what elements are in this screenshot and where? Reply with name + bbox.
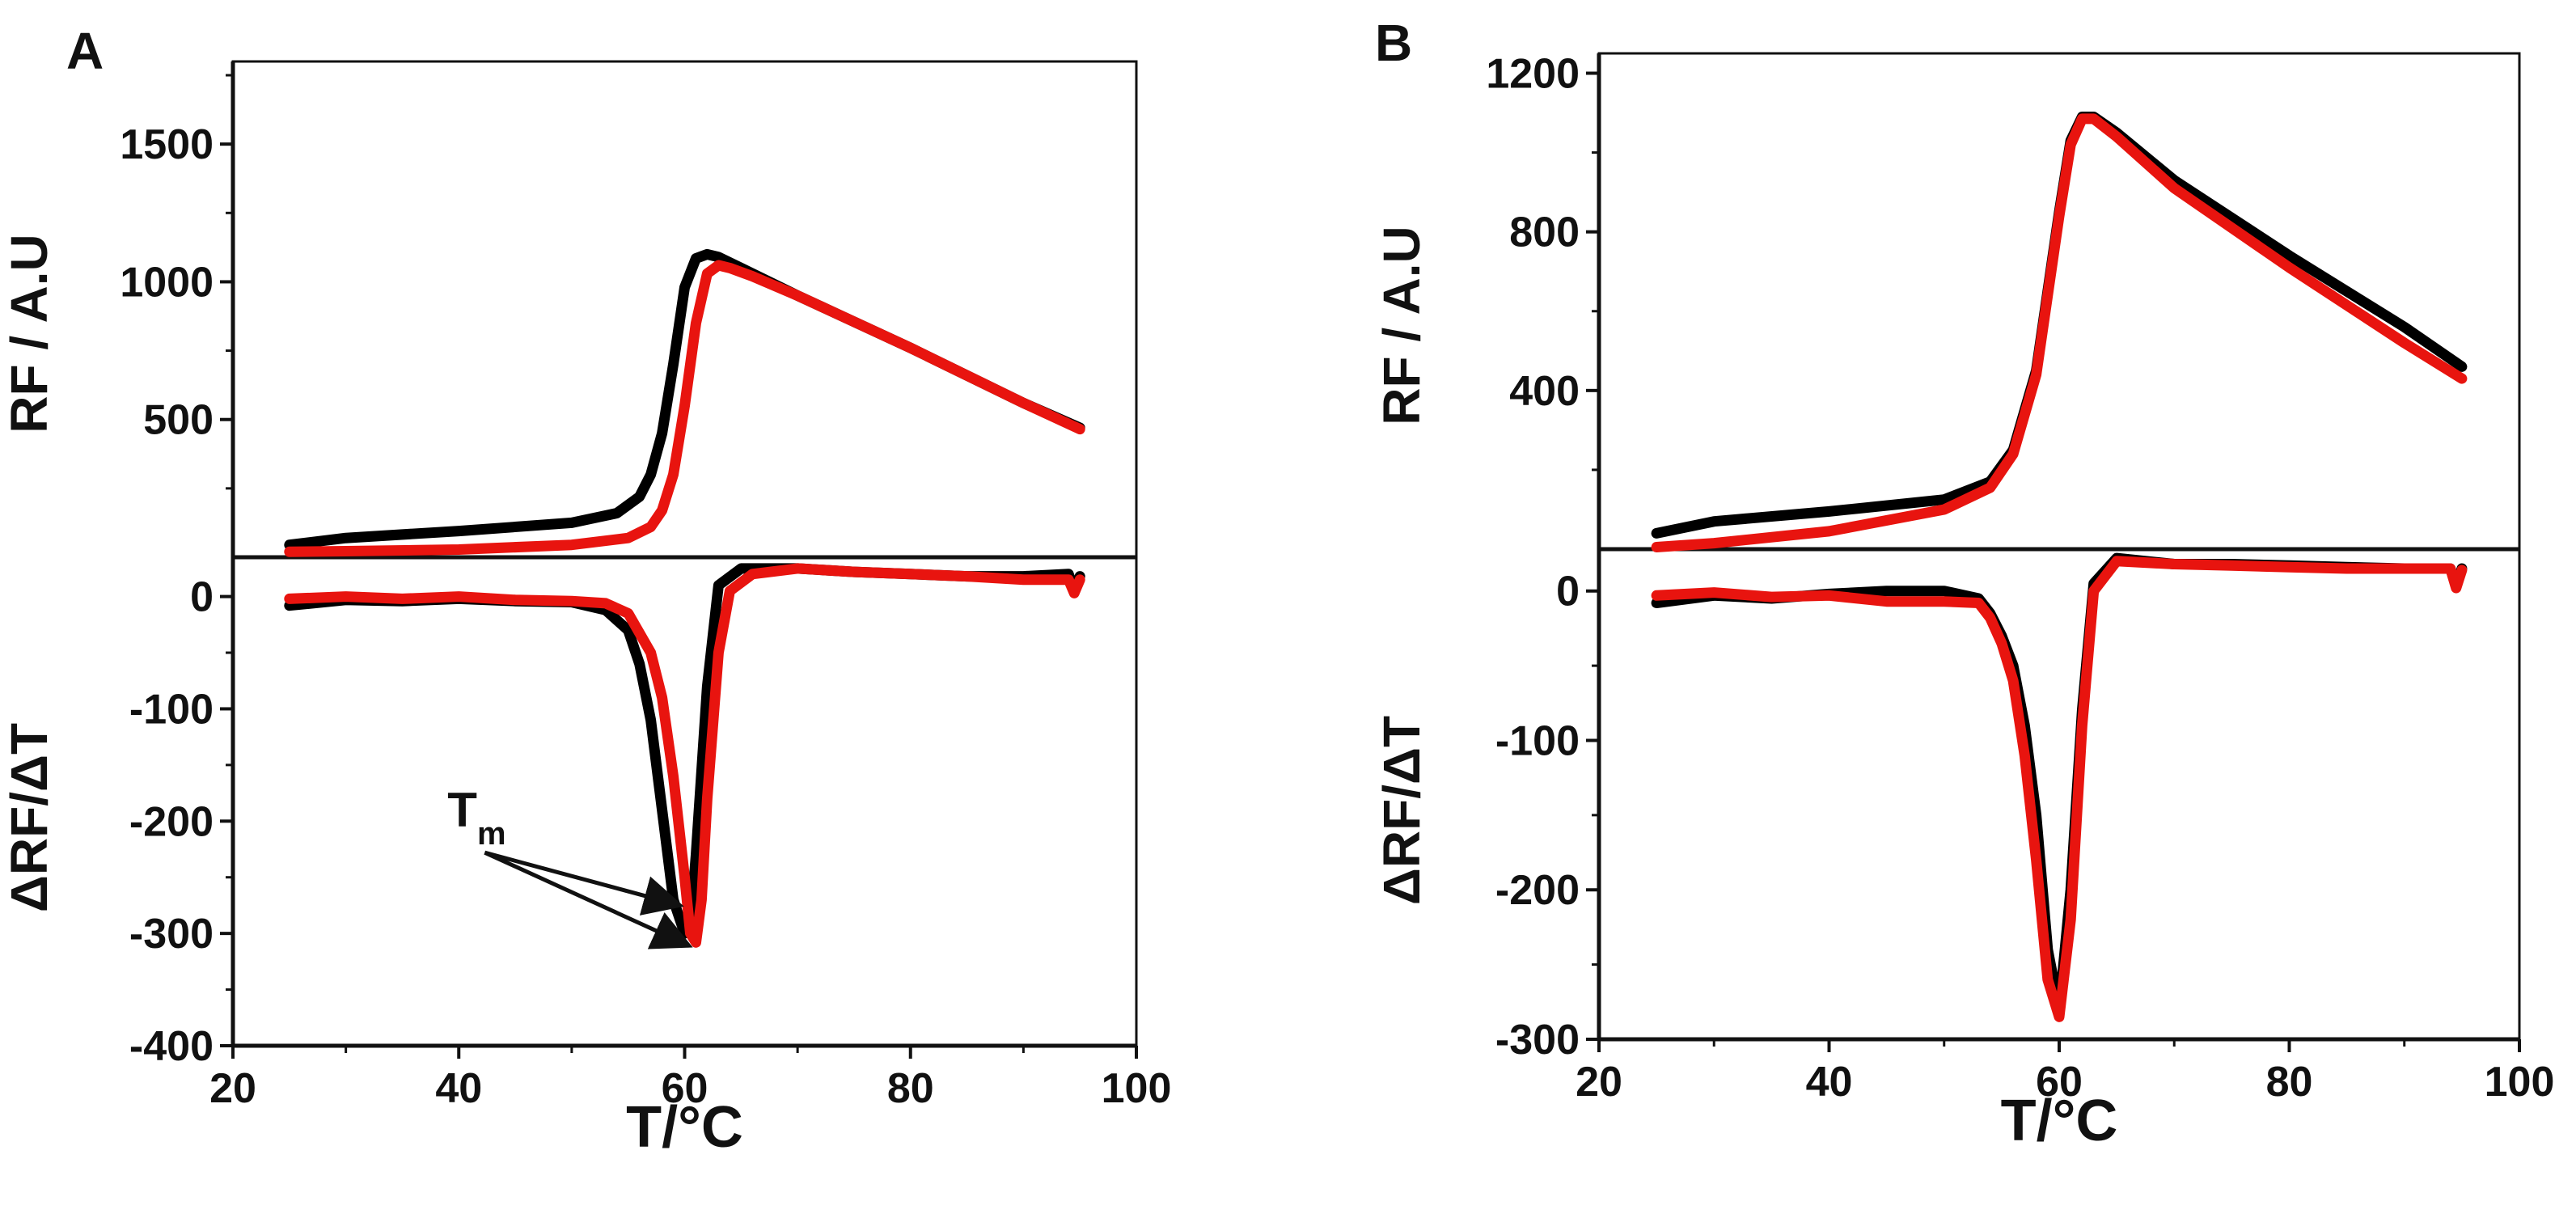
x-tick-label: 60 bbox=[2036, 1059, 2083, 1106]
x-tick-label: 80 bbox=[2266, 1059, 2313, 1106]
x-tick-label: 100 bbox=[1102, 1065, 1172, 1112]
y-tick-label: 1200 bbox=[1486, 51, 1580, 98]
bottom-series-black bbox=[1651, 552, 2468, 1015]
y-tick-label: -100 bbox=[1495, 717, 1580, 764]
y-tick-label: 0 bbox=[1556, 569, 1580, 615]
bottom-y-axis-label: ΔRF/ΔT bbox=[1373, 716, 1431, 905]
y-tick-label: -200 bbox=[129, 798, 214, 845]
tm-annotation: Tm bbox=[447, 783, 505, 852]
tm-annotation-main: T bbox=[447, 783, 477, 837]
top-y-axis-label: RF / A.U bbox=[1373, 226, 1431, 425]
top-plot-frame bbox=[1597, 52, 2521, 551]
x-tick-label: 40 bbox=[1806, 1059, 1853, 1106]
y-tick-label: 0 bbox=[190, 574, 214, 621]
top-series-red bbox=[284, 260, 1085, 557]
panel-a: A 20 40 60 80 100 T/°C 500 1000 1500 0 -100 -200 -300… bbox=[0, 22, 1171, 1160]
y-tick-label: -200 bbox=[1495, 867, 1580, 914]
y-tick-label: -100 bbox=[129, 686, 214, 733]
y-tick-label: -300 bbox=[1495, 1017, 1580, 1064]
y-tick-label: 800 bbox=[1509, 209, 1580, 256]
x-tick-label: 100 bbox=[2485, 1059, 2555, 1106]
y-tick-label: 1000 bbox=[120, 259, 214, 306]
tm-arrow-red bbox=[484, 850, 693, 949]
panel-letter: A bbox=[66, 22, 104, 80]
bottom-series-red bbox=[1651, 556, 2468, 1022]
y-tick-label: 400 bbox=[1509, 368, 1580, 415]
x-tick-label: 40 bbox=[435, 1065, 482, 1112]
x-tick-label: 20 bbox=[1576, 1059, 1622, 1106]
y-tick-label: 1500 bbox=[120, 121, 214, 168]
x-tick-label: 20 bbox=[209, 1065, 256, 1112]
x-tick-label: 80 bbox=[887, 1065, 934, 1112]
y-tick-label: -400 bbox=[129, 1023, 214, 1070]
y-tick-label: 500 bbox=[143, 397, 214, 444]
bottom-plot-frame bbox=[231, 556, 1138, 1047]
x-tick-label: 60 bbox=[662, 1065, 709, 1112]
bottom-series-red bbox=[284, 563, 1085, 948]
tm-annotation-sub: m bbox=[477, 816, 506, 852]
top-series-red bbox=[1651, 113, 2468, 552]
panel-letter: B bbox=[1375, 14, 1412, 72]
top-series-black bbox=[1651, 112, 2468, 539]
x-axis-label: T/°C bbox=[2001, 1089, 2118, 1153]
y-tick-label: -300 bbox=[129, 911, 214, 958]
tm-arrow-black bbox=[484, 850, 684, 916]
top-y-axis-label: RF / A.U bbox=[0, 234, 58, 433]
panel-b: B 20 40 60 80 100 T/°C 400 800 1200 0 -100 -200 -300 R… bbox=[1373, 14, 2554, 1153]
bottom-y-axis-label: ΔRF/ΔT bbox=[0, 723, 58, 912]
x-axis-label: T/°C bbox=[626, 1095, 743, 1160]
